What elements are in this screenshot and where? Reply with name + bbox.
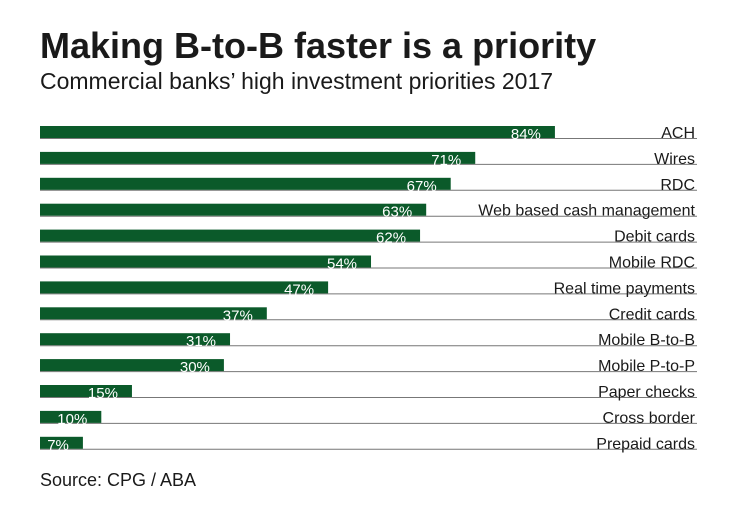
category-label: Mobile P-to-P bbox=[598, 358, 695, 375]
bar bbox=[40, 359, 224, 372]
bar bbox=[40, 307, 267, 320]
value-label: 54% bbox=[327, 256, 357, 273]
bar bbox=[40, 385, 132, 397]
value-label: 31% bbox=[186, 333, 216, 350]
value-label: 30% bbox=[180, 359, 210, 376]
category-label: Cross border bbox=[603, 410, 696, 427]
value-label: 47% bbox=[284, 281, 314, 298]
bar bbox=[40, 255, 372, 268]
category-label: RDC bbox=[660, 177, 695, 194]
bar bbox=[40, 410, 102, 423]
chart-title: Making B-to-B faster is a priority bbox=[40, 25, 596, 66]
source: Source: CPG / ABA bbox=[40, 470, 196, 490]
category-label: Debit cards bbox=[614, 229, 695, 246]
category-label: Mobile RDC bbox=[609, 255, 695, 272]
value-label: 10% bbox=[57, 411, 87, 428]
bar bbox=[40, 229, 421, 242]
category-label: Prepaid cards bbox=[596, 436, 695, 453]
bar bbox=[40, 151, 476, 164]
category-label: Paper checks bbox=[598, 384, 695, 401]
bar bbox=[40, 126, 555, 138]
bar bbox=[40, 203, 427, 216]
bar bbox=[40, 177, 451, 190]
value-label: 7% bbox=[47, 437, 69, 454]
category-label: Mobile B-to-B bbox=[598, 332, 695, 349]
value-label: 37% bbox=[223, 307, 253, 324]
category-label: Wires bbox=[654, 151, 695, 168]
chart-subtitle: Commercial banks’ high investment priori… bbox=[40, 68, 553, 94]
value-label: 62% bbox=[376, 230, 406, 247]
category-label: Credit cards bbox=[609, 306, 695, 323]
category-label: Real time payments bbox=[554, 280, 695, 297]
bar bbox=[40, 281, 329, 294]
value-label: 84% bbox=[511, 126, 541, 143]
value-label: 15% bbox=[88, 385, 118, 402]
value-label: 71% bbox=[431, 152, 461, 169]
bar bbox=[40, 436, 83, 449]
value-label: 67% bbox=[407, 178, 437, 195]
category-label: ACH bbox=[661, 125, 695, 142]
value-label: 63% bbox=[382, 204, 412, 221]
category-label: Web based cash management bbox=[478, 203, 695, 220]
bar bbox=[40, 333, 231, 346]
